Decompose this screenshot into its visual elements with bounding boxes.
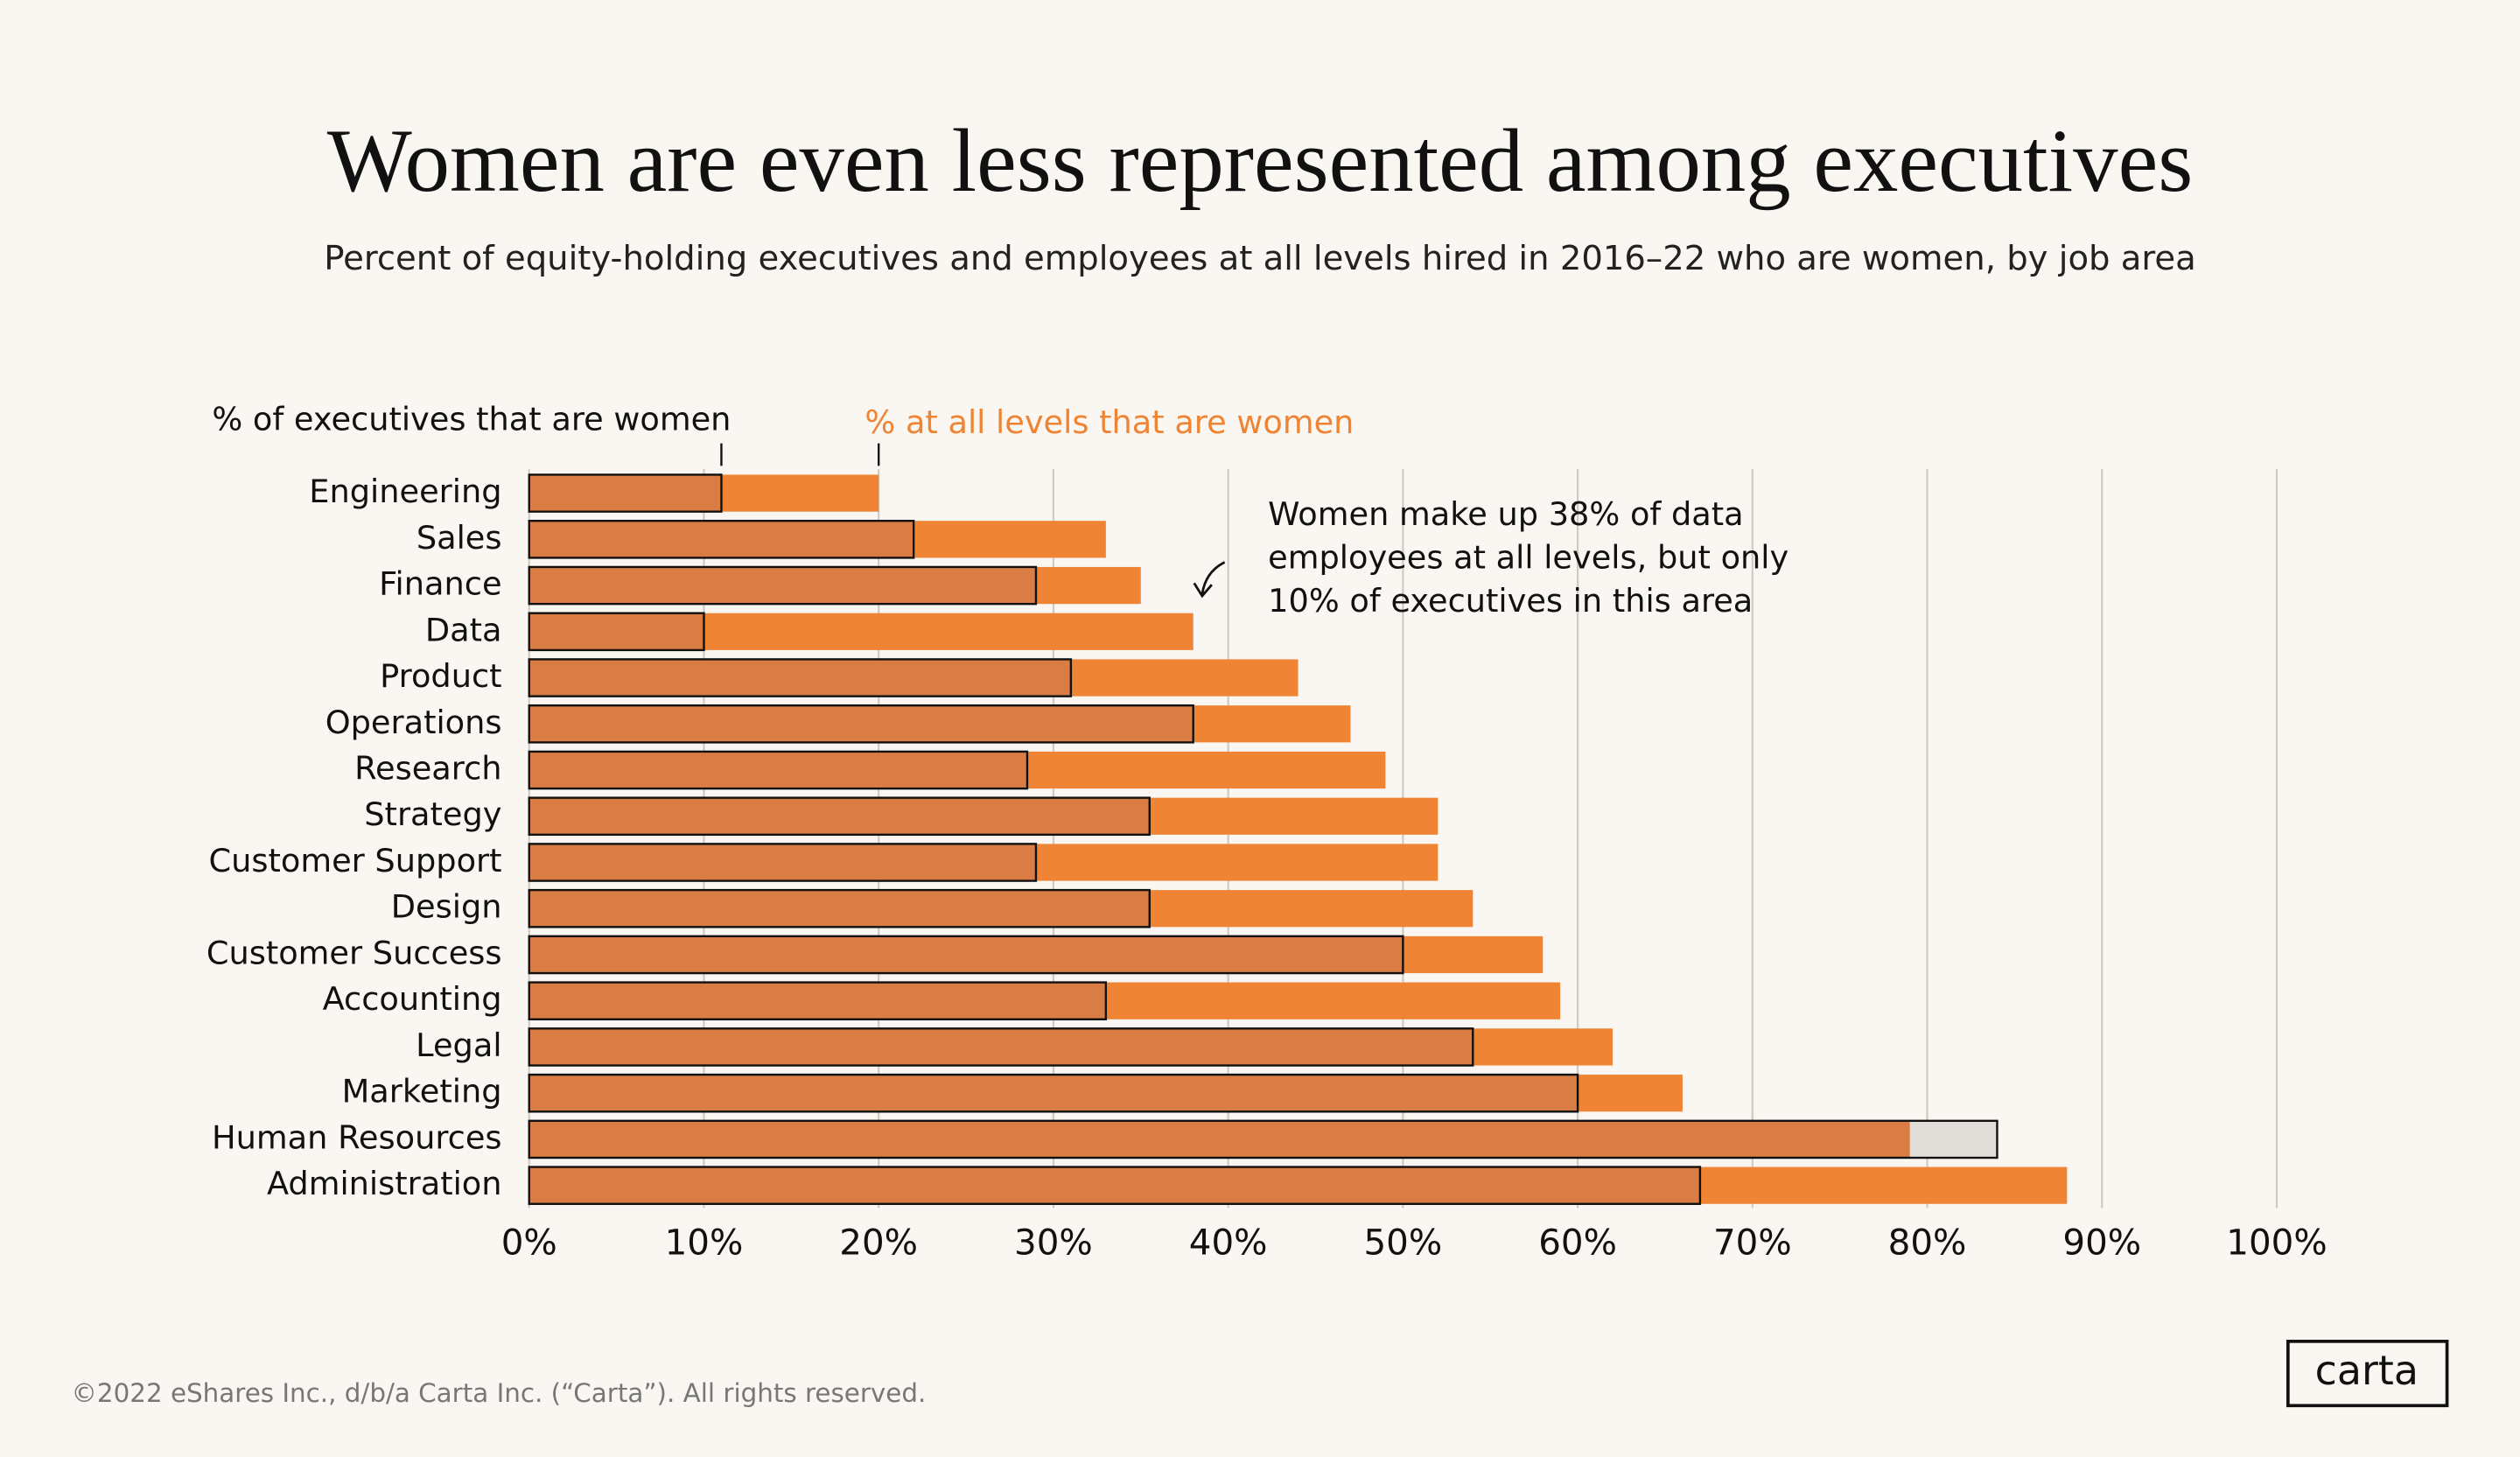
y-tick-label: Data [425, 611, 502, 648]
x-tick-label: 70% [1713, 1222, 1792, 1264]
overlap [528, 659, 1071, 697]
bar-executives [528, 796, 1151, 837]
logo-box [2286, 1339, 2449, 1408]
y-tick-label: Sales [416, 519, 502, 557]
y-tick-label: Accounting [323, 980, 502, 1018]
y-tick-label: Human Resources [212, 1118, 501, 1156]
chart-title: Women are even less represented among ex… [327, 111, 2193, 211]
overlap [528, 751, 1027, 789]
y-tick-label: Design [391, 888, 502, 926]
chart-subtitle: Percent of equity-holding executives and… [324, 239, 2195, 278]
bar-executives [528, 612, 705, 652]
overlap [528, 1028, 1474, 1066]
y-tick-label: Administration [267, 1165, 502, 1202]
x-tick-label: 90% [2062, 1222, 2141, 1264]
bar-executives [528, 1119, 1998, 1159]
overlap [528, 521, 914, 558]
x-tick-label: 20% [839, 1222, 918, 1264]
bar-executives [528, 1166, 1702, 1205]
overlap [528, 613, 704, 650]
overlap [528, 890, 1150, 928]
bar-executives [528, 750, 1029, 790]
y-tick-label: Operations [326, 704, 502, 741]
overlap [528, 474, 722, 512]
bar-executives [528, 658, 1073, 697]
overlap [528, 1075, 1578, 1112]
bar-executives [528, 843, 1038, 882]
legend-label: % of executives that are women [212, 400, 731, 438]
x-tick-label: 60% [1538, 1222, 1617, 1264]
y-tick-label: Customer Success [206, 934, 502, 971]
overlap [528, 797, 1150, 835]
bar-executives [528, 1073, 1579, 1113]
y-tick-label: Engineering [309, 473, 501, 510]
bar-executives [528, 1027, 1474, 1067]
bar-executives [528, 888, 1151, 928]
annotation: employees at all levels, but only [1268, 538, 1788, 576]
annotation: Women make up 38% of data [1268, 495, 1744, 533]
overlap [528, 844, 1036, 881]
x-tick-label: 40% [1189, 1222, 1268, 1264]
overlap [528, 935, 1404, 974]
x-tick-label: 30% [1014, 1222, 1093, 1264]
bar-executives [528, 935, 1404, 975]
y-tick-label: Customer Support [208, 842, 501, 879]
overlap [528, 1120, 1910, 1159]
x-tick-label: 10% [665, 1222, 744, 1264]
y-tick-label: Legal [416, 1026, 501, 1064]
bar-executives [528, 473, 723, 513]
y-tick-label: Marketing [342, 1073, 502, 1110]
annotation-arrow [1200, 561, 1226, 595]
footer: ©2022 eShares Inc., d/b/a Carta Inc. (“C… [72, 1378, 927, 1408]
bar-executives [528, 981, 1108, 1021]
y-tick-label: Research [354, 750, 501, 788]
overlap [528, 566, 1036, 605]
bar-executives [528, 565, 1038, 606]
x-tick-label: 0% [501, 1222, 557, 1264]
y-tick-label: Strategy [364, 795, 501, 833]
overlap [528, 1166, 1700, 1204]
x-tick-label: 50% [1364, 1222, 1443, 1264]
y-tick-label: Finance [379, 565, 501, 603]
annotation-arrowhead [1193, 582, 1213, 599]
logo: carta [2315, 1347, 2418, 1394]
bar-executives [528, 520, 915, 559]
overlap [528, 982, 1106, 1019]
legend-label: % at all levels that are women [864, 403, 1354, 441]
y-tick-label: Product [380, 657, 501, 695]
overlap [528, 705, 1194, 743]
x-tick-label: 80% [1888, 1222, 1967, 1264]
annotation: 10% of executives in this area [1268, 582, 1753, 620]
bar-executives [528, 704, 1194, 744]
x-tick-label: 100% [2226, 1222, 2327, 1264]
